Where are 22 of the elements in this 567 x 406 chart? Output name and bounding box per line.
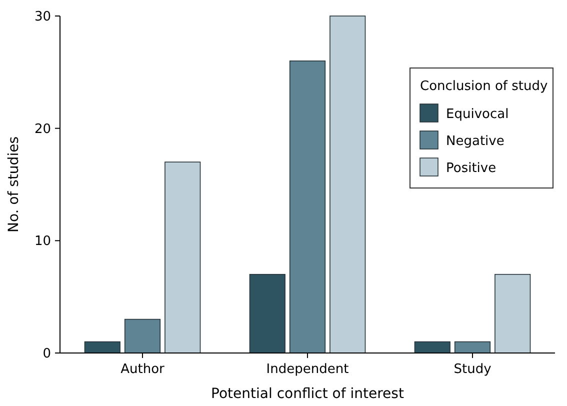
legend-label: Negative — [446, 134, 504, 149]
x-tick-label: Author — [120, 362, 166, 377]
legend-label: Positive — [446, 161, 496, 176]
y-axis-title: No. of studies — [6, 136, 22, 232]
legend-label: Equivocal — [446, 107, 509, 122]
y-tick-label: 0 — [42, 346, 51, 362]
y-tick-label: 10 — [34, 234, 51, 250]
bar — [164, 162, 201, 354]
bar — [414, 341, 450, 354]
legend-title: Conclusion of study — [420, 79, 548, 94]
bar — [454, 341, 491, 354]
bar — [330, 16, 366, 354]
bar — [494, 274, 531, 354]
x-axis-title: Potential conflict of interest — [211, 386, 404, 402]
y-tick-label: 20 — [34, 122, 51, 137]
bar — [249, 274, 286, 354]
x-tick-label: Study — [454, 362, 492, 377]
x-tick-label: Independent — [266, 362, 349, 377]
bar — [289, 60, 326, 354]
bar — [124, 318, 161, 354]
y-tick-label: 30 — [34, 10, 51, 25]
bar — [84, 341, 120, 354]
